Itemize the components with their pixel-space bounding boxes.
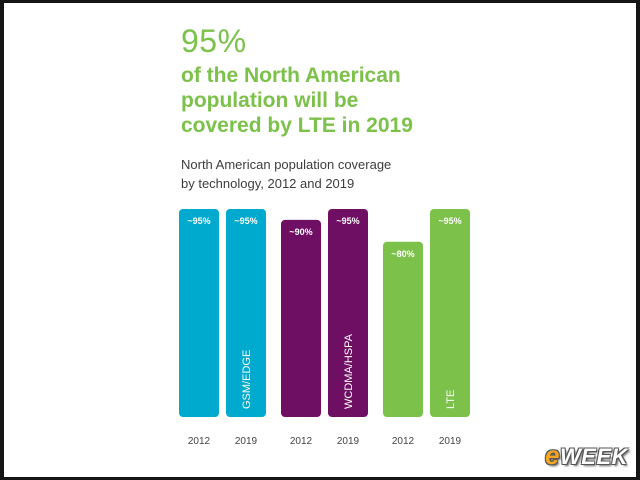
bar-wcdma-hspa-2012 xyxy=(281,219,321,417)
bar-gsm-edge-2012 xyxy=(179,208,219,417)
bar-value-label: ~95% xyxy=(336,216,359,226)
year-tick-label: 2019 xyxy=(337,436,360,447)
bar-lte-2012 xyxy=(383,241,423,417)
headline-percentage: 95% xyxy=(181,23,247,59)
headline-line-1: of the North American xyxy=(181,64,401,87)
infographic-panel: 95% of the North American population wil… xyxy=(4,3,636,477)
bar-value-label: ~90% xyxy=(289,227,312,237)
technology-label: WCDMA/HSPA xyxy=(343,333,355,409)
bar-gsm-edge-2019 xyxy=(226,208,266,417)
coverage-bar-chart: ~95% 2012 ~95% 2019 GSM/EDGE ~90% 2012 ~95% 2019… xyxy=(179,208,470,447)
logo-week: WEEK xyxy=(560,444,628,469)
bar-value-label: ~80% xyxy=(391,249,414,259)
headline-text: of the North American population will be… xyxy=(181,63,441,138)
technology-label: LTE xyxy=(445,390,457,409)
year-tick-label: 2012 xyxy=(290,436,313,447)
year-tick-label: 2019 xyxy=(439,436,462,447)
technology-label: GSM/EDGE xyxy=(241,350,253,409)
year-tick-label: 2012 xyxy=(392,436,415,447)
logo-e: e xyxy=(545,440,560,470)
bar-value-label: ~95% xyxy=(438,216,461,226)
subtitle-line-2: by technology, 2012 and 2019 xyxy=(181,176,355,191)
bar-value-label: ~95% xyxy=(234,216,257,226)
subtitle-line-1: North American population coverage xyxy=(181,157,392,172)
eweek-logo: eWEEK xyxy=(545,440,628,471)
year-tick-label: 2012 xyxy=(188,436,211,447)
headline-line-3: covered by LTE in 2019 xyxy=(181,114,413,137)
bar-lte-2019 xyxy=(430,208,470,417)
headline-line-2: population will be xyxy=(181,89,359,112)
bar-value-label: ~95% xyxy=(187,216,210,226)
bar-wcdma-hspa-2019 xyxy=(328,208,368,417)
year-tick-label: 2019 xyxy=(235,436,258,447)
chart-subtitle: North American population coverage by te… xyxy=(181,155,441,193)
